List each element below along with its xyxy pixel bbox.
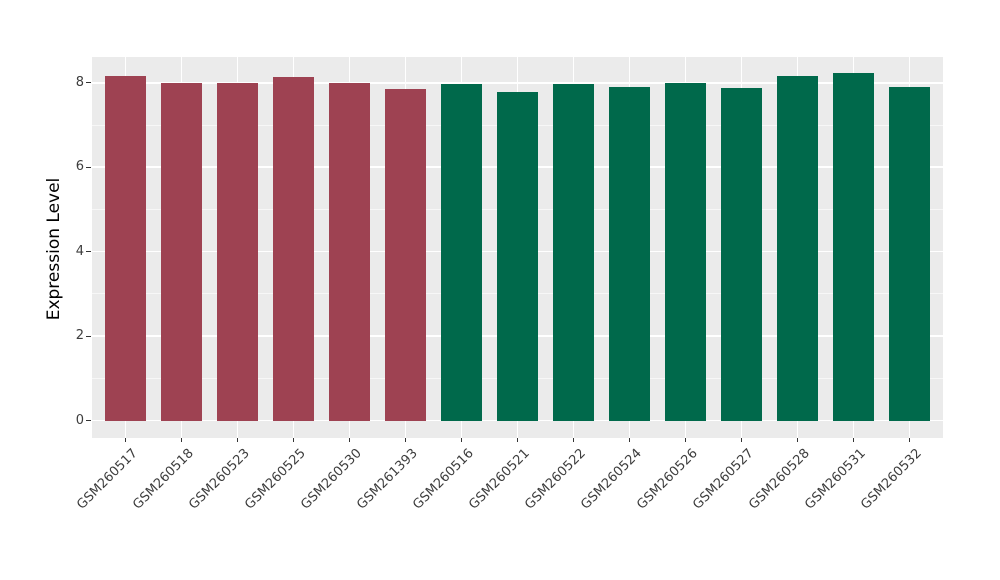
y-tick-label-0: 0: [75, 412, 84, 428]
bar-GSM260526: [665, 82, 706, 421]
x-tick-mark-GSM261393: [405, 438, 407, 442]
x-tick-mark-GSM260524: [628, 438, 630, 442]
x-tick-mark-GSM260522: [572, 438, 574, 442]
bar-GSM260532: [888, 87, 930, 421]
bar-GSM260521: [497, 91, 538, 421]
x-tick-mark-GSM260528: [796, 438, 798, 442]
y-tick-mark-0: [86, 420, 91, 422]
bar-GSM260527: [721, 88, 762, 421]
x-tick-mark-GSM260526: [684, 438, 686, 442]
y-tick-mark-2: [86, 335, 91, 337]
y-tick-mark-8: [86, 82, 91, 84]
bar-GSM260518: [161, 83, 202, 421]
bar-GSM260517: [105, 76, 147, 421]
y-tick-label-2: 2: [75, 328, 84, 344]
bar-GSM261393: [385, 89, 426, 421]
bar-GSM260516: [441, 83, 482, 421]
y-tick-label-4: 4: [75, 243, 84, 259]
y-tick-label-8: 8: [75, 74, 84, 90]
x-tick-mark-GSM260518: [181, 438, 183, 442]
y-tick-label-6: 6: [75, 159, 84, 175]
x-tick-mark-GSM260516: [461, 438, 462, 442]
bar-GSM260522: [553, 84, 594, 421]
y-tick-mark-6: [86, 166, 91, 168]
x-tick-mark-GSM260532: [908, 438, 910, 442]
x-tick-mark-GSM260530: [349, 438, 351, 442]
x-tick-mark-GSM260523: [237, 438, 239, 442]
bar-GSM260528: [776, 76, 818, 421]
x-tick-mark-GSM260521: [517, 438, 518, 442]
y-tick-mark-4: [86, 251, 91, 253]
bar-GSM260524: [609, 87, 650, 421]
bar-GSM260530: [329, 83, 370, 421]
bar-GSM260525: [273, 76, 314, 421]
plot-panel: [92, 57, 943, 438]
bar-GSM260531: [832, 73, 874, 421]
bar-GSM260523: [217, 83, 258, 421]
x-tick-mark-GSM260517: [125, 438, 127, 442]
x-tick-mark-GSM260527: [740, 438, 742, 442]
x-tick-mark-GSM260525: [293, 438, 295, 442]
x-tick-mark-GSM260531: [852, 438, 854, 442]
